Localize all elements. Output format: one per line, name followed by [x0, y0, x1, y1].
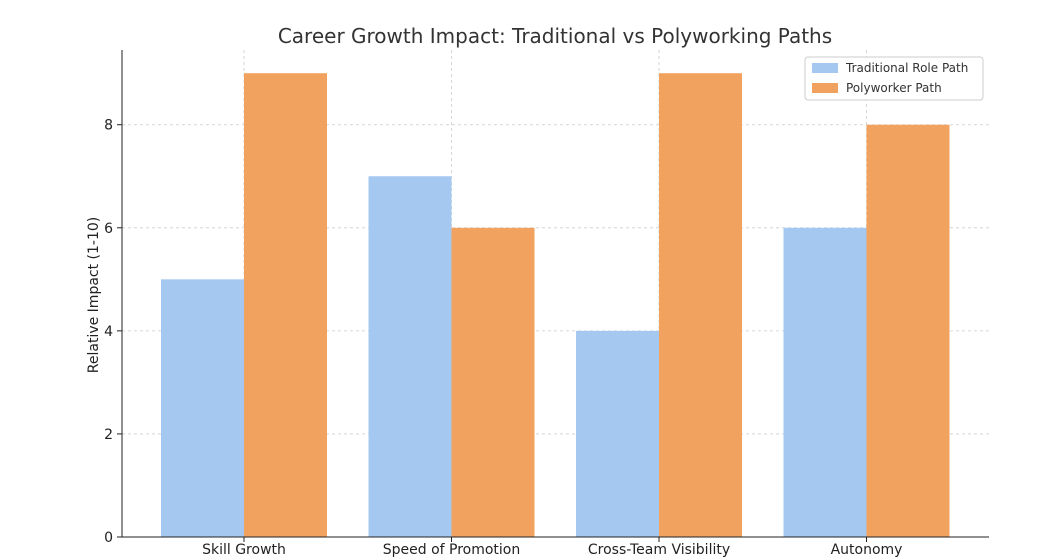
y-tick-label: 6	[104, 221, 113, 237]
bar-polyworker-1	[451, 227, 535, 538]
legend-swatch-traditional	[812, 63, 838, 73]
x-tick-label: Speed of Promotion	[383, 542, 521, 557]
axes	[121, 50, 989, 538]
bar-polyworker-3	[866, 124, 950, 538]
y-ticks: 0 2 4 6 8	[104, 118, 122, 546]
bar-traditional-0	[161, 279, 244, 537]
y-tick-label: 4	[104, 324, 113, 340]
bar-traditional-1	[368, 176, 452, 537]
y-tick-label: 0	[104, 530, 113, 546]
bar-polyworker-0	[244, 73, 327, 537]
legend-label-traditional: Traditional Role Path	[845, 61, 968, 75]
x-tick-label: Cross-Team Visibility	[588, 542, 730, 557]
x-tick-label: Autonomy	[831, 542, 903, 557]
bar-traditional-3	[783, 227, 867, 538]
legend-box	[804, 56, 984, 101]
bar-traditional-2	[576, 330, 659, 537]
chart-title: Career Growth Impact: Traditional vs Pol…	[278, 24, 832, 48]
y-axis-label: Relative Impact (1-10)	[86, 217, 102, 373]
y-tick-label: 8	[104, 118, 113, 134]
x-ticks: Skill Growth Speed of Promotion Cross-Team…	[202, 537, 902, 557]
bars	[161, 73, 950, 538]
y-tick-label: 2	[104, 427, 113, 443]
legend-swatch-polyworker	[812, 83, 838, 93]
legend-label-polyworker: Polyworker Path	[846, 81, 942, 95]
bar-polyworker-2	[659, 73, 742, 537]
legend: Traditional Role Path Polyworker Path	[804, 56, 984, 101]
x-tick-label: Skill Growth	[202, 542, 286, 557]
